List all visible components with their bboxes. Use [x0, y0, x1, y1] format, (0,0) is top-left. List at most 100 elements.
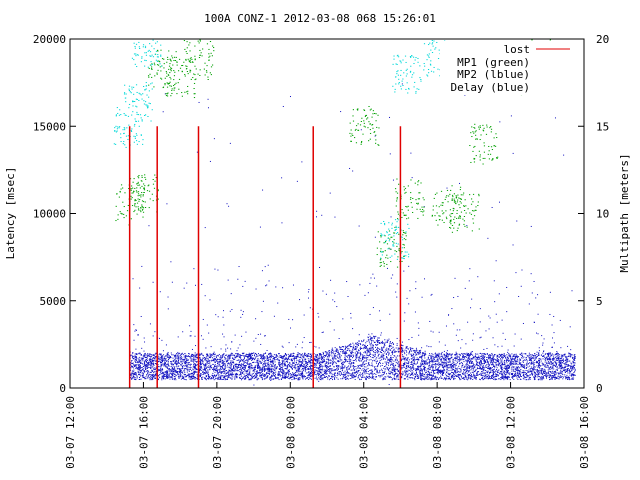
delay-point: [299, 359, 301, 361]
delay-point: [446, 371, 448, 373]
delay-point: [571, 357, 573, 359]
delay-point: [572, 362, 574, 364]
delay-point: [489, 376, 491, 378]
delay-point: [308, 371, 310, 373]
delay-point: [571, 374, 573, 376]
delay-point: [330, 350, 332, 352]
delay-point: [344, 354, 346, 356]
delay-point: [322, 362, 324, 364]
delay-point: [352, 376, 354, 378]
delay-point: [401, 374, 403, 376]
delay-point: [456, 371, 458, 373]
delay-point: [307, 365, 309, 367]
delay-point: [392, 372, 394, 374]
delay-point: [185, 374, 187, 376]
delay-point: [417, 359, 419, 361]
delay-point: [328, 350, 330, 352]
delay-point: [272, 358, 274, 360]
delay-point: [353, 368, 355, 370]
delay-point: [247, 363, 249, 365]
delay-point: [499, 363, 501, 365]
delay-point: [344, 348, 346, 350]
delay-point: [142, 377, 144, 379]
delay-point: [285, 374, 287, 376]
delay-point: [401, 377, 403, 379]
delay-point: [370, 365, 372, 367]
delay-point: [180, 371, 182, 373]
delay-point: [305, 372, 307, 374]
delay-point: [349, 378, 351, 380]
delay-point: [142, 375, 144, 377]
delay-point: [332, 360, 334, 362]
delay-point: [302, 372, 304, 374]
delay-point: [492, 375, 494, 377]
delay-point: [453, 297, 455, 299]
delay-point: [226, 375, 228, 377]
delay-point: [483, 372, 485, 374]
delay-point: [254, 366, 256, 368]
delay-point: [133, 358, 135, 360]
delay-point: [564, 363, 566, 365]
delay-point: [317, 357, 319, 359]
delay-point: [570, 353, 572, 355]
delay-point: [138, 366, 140, 368]
delay-point: [368, 359, 370, 361]
delay-point: [511, 376, 513, 378]
delay-point: [488, 367, 490, 369]
delay-point: [340, 372, 342, 374]
delay-point: [355, 360, 357, 362]
delay-point: [290, 358, 292, 360]
delay-point: [324, 369, 326, 371]
delay-point: [326, 366, 328, 368]
delay-point: [319, 367, 321, 369]
delay-point: [173, 363, 175, 365]
delay-point: [469, 268, 471, 270]
delay-point: [148, 225, 150, 227]
delay-point: [218, 361, 220, 363]
delay-point: [240, 374, 242, 376]
delay-point: [282, 105, 284, 107]
delay-point: [218, 361, 220, 363]
delay-point: [454, 357, 456, 359]
delay-point: [513, 366, 515, 368]
delay-point: [133, 373, 135, 375]
delay-point: [502, 376, 504, 378]
delay-point: [149, 355, 151, 357]
delay-point: [322, 374, 324, 376]
delay-point: [567, 345, 569, 347]
delay-point: [424, 370, 426, 372]
delay-point: [503, 361, 505, 363]
delay-point: [496, 372, 498, 374]
delay-point: [162, 361, 164, 363]
delay-point: [186, 355, 188, 357]
delay-point: [315, 357, 317, 359]
delay-point: [228, 373, 230, 375]
delay-point: [501, 353, 503, 355]
delay-point: [174, 359, 176, 361]
delay-point: [225, 354, 227, 356]
delay-point: [469, 360, 471, 362]
delay-point: [514, 356, 516, 358]
delay-point: [277, 358, 279, 360]
delay-point: [184, 356, 186, 358]
delay-point: [310, 364, 312, 366]
delay-point: [473, 371, 475, 373]
delay-point: [307, 372, 309, 374]
delay-point: [339, 353, 341, 355]
delay-point: [264, 335, 266, 337]
delay-point: [207, 355, 209, 357]
delay-point: [190, 354, 192, 356]
delay-point: [430, 378, 432, 380]
delay-point: [536, 361, 538, 363]
delay-point: [574, 369, 576, 371]
delay-point: [293, 374, 295, 376]
delay-point: [477, 276, 479, 278]
delay-point: [444, 377, 446, 379]
delay-point: [274, 359, 276, 361]
delay-point: [319, 266, 321, 268]
delay-point: [481, 375, 483, 377]
delay-point: [310, 369, 312, 371]
delay-point: [434, 352, 436, 354]
delay-point: [526, 374, 528, 376]
delay-point: [571, 355, 573, 357]
